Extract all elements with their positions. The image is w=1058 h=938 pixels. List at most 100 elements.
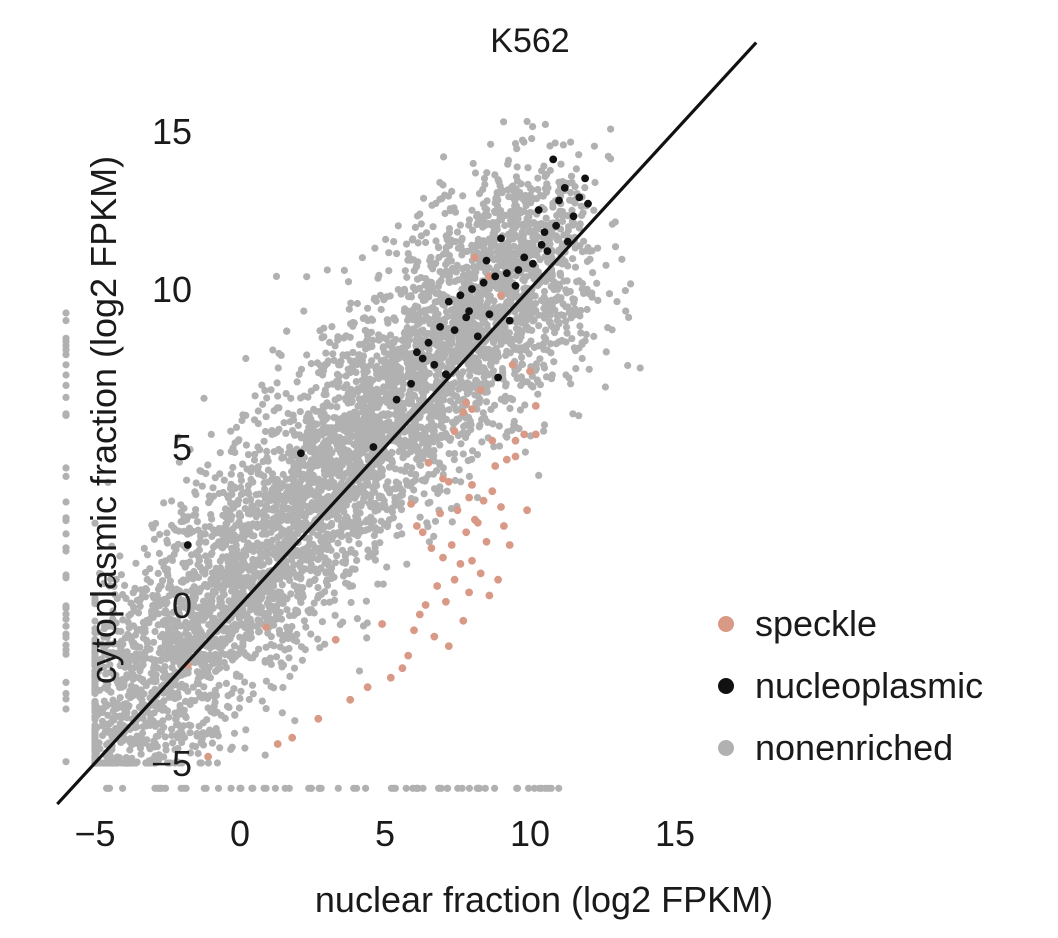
- nonenriched-point: [376, 539, 384, 547]
- nonenriched-point: [411, 223, 419, 231]
- nonenriched-point: [542, 188, 551, 196]
- nonenriched-point: [288, 474, 296, 482]
- nonenriched-point: [304, 410, 312, 418]
- nonenriched-point: [443, 434, 451, 442]
- nonenriched-point: [402, 240, 411, 248]
- nonenriched-point: [143, 639, 152, 647]
- nonenriched-point: [506, 232, 514, 240]
- nonenriched-point: [249, 690, 257, 698]
- nonenriched-point: [137, 686, 145, 694]
- nonenriched-point: [465, 221, 473, 229]
- nonenriched-point: [251, 450, 259, 458]
- nonenriched-point: [295, 583, 303, 591]
- nonenriched-point: [346, 460, 354, 468]
- nonenriched-point: [260, 437, 268, 445]
- nonenriched-point: [303, 483, 311, 491]
- nonenriched-point: [168, 664, 176, 672]
- nonenriched-point: [377, 457, 386, 465]
- nonenriched-point: [232, 670, 241, 678]
- nonenriched-point: [208, 621, 216, 629]
- nonenriched-point: [381, 501, 389, 509]
- nonenriched-point: [162, 655, 170, 663]
- nonenriched-point: [168, 725, 176, 733]
- nonenriched-point: [151, 627, 159, 636]
- nonenriched-point: [132, 559, 140, 567]
- nonenriched-point: [227, 470, 235, 478]
- nonenriched-point: [163, 529, 171, 537]
- nonenriched-point: [149, 613, 157, 621]
- nonenriched-point: [451, 450, 459, 458]
- nonenriched-point: [546, 308, 554, 316]
- nonenriched-point: [208, 739, 216, 747]
- nonenriched-point: [206, 496, 214, 504]
- nonenriched-point: [139, 676, 147, 684]
- nonenriched-point: [207, 430, 215, 438]
- nonenriched-point: [100, 633, 108, 641]
- nonenriched-point: [340, 266, 348, 274]
- nonenriched-point: [275, 445, 283, 454]
- nonenriched-point: [498, 324, 506, 332]
- nonenriched-point: [504, 298, 512, 306]
- nonenriched-point: [510, 417, 518, 425]
- nonenriched-point: [479, 223, 487, 231]
- nonenriched-point: [182, 588, 190, 596]
- nonenriched-point: [192, 479, 200, 487]
- nonenriched-point: [377, 305, 385, 314]
- nonenriched-point: [448, 518, 456, 526]
- nonenriched-point: [249, 478, 257, 486]
- nonenriched-point: [183, 516, 191, 524]
- nonenriched-point: [446, 241, 454, 249]
- nonenriched-point: [273, 428, 281, 436]
- nonenriched-point: [414, 239, 422, 247]
- nonenriched-point: [521, 448, 530, 456]
- nonenriched-point: [567, 314, 575, 322]
- nonenriched-point: [543, 297, 552, 305]
- nonenriched-point: [202, 538, 210, 546]
- nonenriched-point: [247, 633, 255, 642]
- nonenriched-point: [168, 497, 176, 505]
- nonenriched-point: [583, 305, 591, 314]
- nonenriched-point: [414, 258, 422, 266]
- nonenriched-point: [325, 437, 333, 445]
- nonenriched-point: [403, 450, 411, 458]
- nonenriched-point: [322, 452, 330, 461]
- nonenriched-point: [210, 709, 218, 717]
- nonenriched-point: [327, 574, 335, 583]
- nonenriched-point: [446, 397, 455, 405]
- nonenriched-point: [555, 338, 563, 346]
- nonenriched-point: [420, 490, 428, 498]
- nonenriched-point: [459, 192, 467, 200]
- nonenriched-point: [268, 486, 276, 494]
- nonenriched-point: [242, 497, 250, 505]
- nonenriched-point: [352, 456, 360, 464]
- nonenriched-point: [157, 727, 165, 736]
- nonenriched-point: [241, 561, 249, 569]
- nonenriched-point: [284, 449, 292, 457]
- nonenriched-point: [216, 449, 224, 457]
- nonenriched-point: [535, 322, 543, 330]
- nonenriched-point: [550, 358, 558, 366]
- nonenriched-point: [364, 525, 373, 533]
- nonenriched-point: [487, 405, 495, 413]
- nonenriched-point: [468, 206, 476, 214]
- nonenriched-point: [523, 378, 532, 386]
- nonenriched-point: [431, 517, 440, 525]
- nonenriched-point: [333, 403, 341, 411]
- nonenriched-point: [441, 191, 449, 199]
- nonenriched-point: [267, 616, 275, 624]
- nonenriched-point: [301, 518, 310, 526]
- nonenriched-point: [225, 703, 233, 712]
- nonenriched-point: [375, 397, 383, 405]
- nonenriched-point: [487, 140, 495, 148]
- nonenriched-point: [439, 291, 447, 299]
- nonenriched-point: [228, 689, 236, 698]
- nonenriched-point: [131, 724, 139, 732]
- nonenriched-point: [430, 532, 438, 541]
- nonenriched-point: [282, 429, 290, 437]
- nonenriched-point: [254, 443, 262, 451]
- nonenriched-point: [377, 411, 386, 419]
- nonenriched-point: [284, 483, 292, 491]
- nonenriched-point: [250, 416, 259, 424]
- nonenriched-point: [214, 652, 222, 660]
- nonenriched-point: [286, 626, 294, 634]
